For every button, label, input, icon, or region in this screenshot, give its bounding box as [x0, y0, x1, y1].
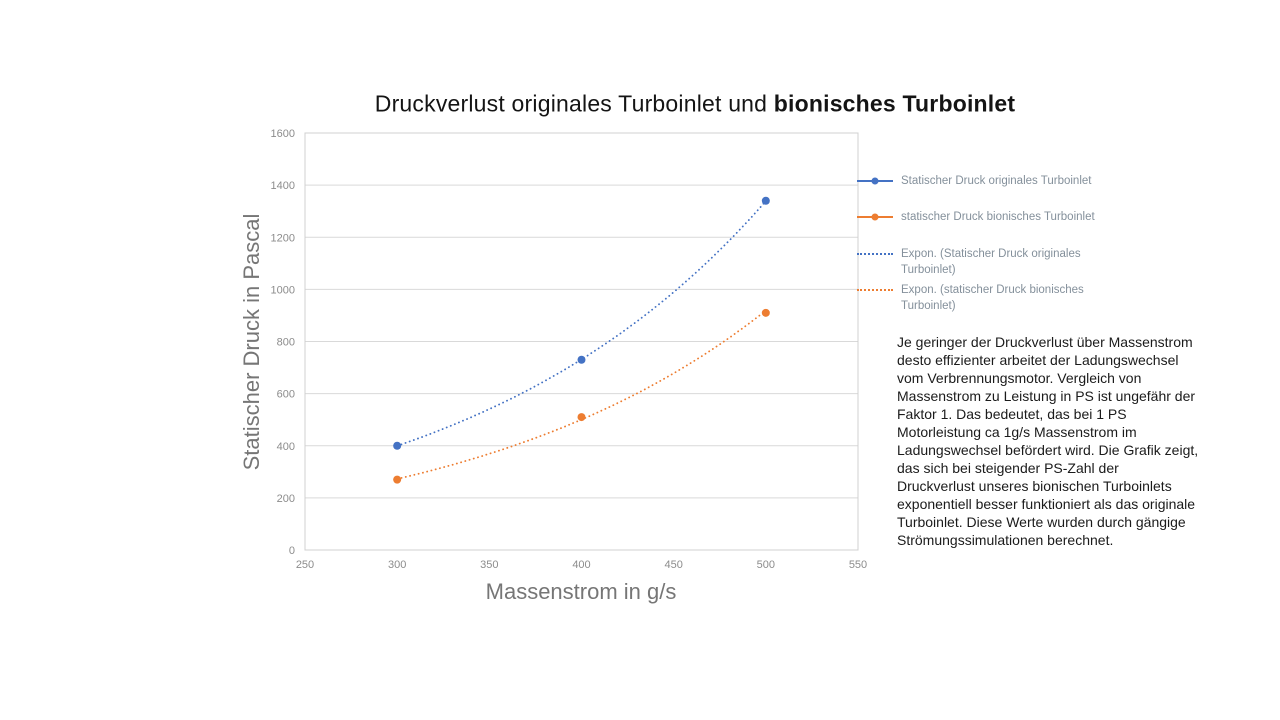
chart-legend: Statischer Druck originales Turboinlet s… [857, 173, 1119, 314]
y-tick-label: 1400 [271, 180, 295, 192]
chart-title: Druckverlust originales Turboinlet und b… [375, 91, 1015, 118]
y-tick-label: 400 [277, 441, 295, 453]
x-tick-label: 300 [388, 559, 406, 571]
legend-line-marker-icon [857, 213, 893, 221]
legend-dotted-line-icon [857, 253, 893, 255]
legend-dotted-line-icon [857, 289, 893, 291]
y-tick-label: 0 [289, 545, 295, 557]
legend-item-bionic-series: statischer Druck bionisches Turboinlet [857, 209, 1119, 225]
data-point-marker [577, 413, 586, 422]
y-tick-label: 1000 [271, 284, 295, 296]
trendline [396, 200, 767, 447]
chart-title-bold: bionisches Turboinlet [773, 90, 1016, 117]
data-point-marker [393, 475, 402, 484]
data-point-marker [761, 196, 770, 205]
legend-label: statischer Druck bionisches Turboinlet [901, 211, 1095, 223]
x-tick-label: 500 [757, 559, 775, 571]
x-tick-label: 350 [480, 559, 498, 571]
x-tick-label: 400 [572, 559, 590, 571]
x-tick-label: 250 [296, 559, 314, 571]
legend-line-marker-icon [857, 177, 893, 185]
legend-item-bionic-trendline: Expon. (statischer Druck bionisches Turb… [857, 282, 1119, 314]
data-point-marker [761, 308, 770, 317]
plot-border [304, 132, 859, 551]
legend-label: Statischer Druck originales Turboinlet [901, 175, 1092, 187]
x-axis-title: Massenstrom in g/s [485, 579, 677, 604]
y-axis-title: Statischer Druck in Pascal [239, 213, 264, 471]
trendline [396, 309, 767, 480]
x-tick-label: 450 [664, 559, 682, 571]
y-tick-label: 1200 [271, 232, 295, 244]
data-point-marker [577, 355, 586, 364]
legend-item-original-series: Statischer Druck originales Turboinlet [857, 173, 1119, 189]
legend-label: Expon. (statischer Druck bionisches Turb… [901, 284, 1084, 312]
x-tick-label: 550 [849, 559, 867, 571]
y-tick-label: 800 [277, 337, 295, 349]
legend-label: Expon. (Statischer Druck originales Turb… [901, 248, 1081, 276]
y-tick-label: 600 [277, 389, 295, 401]
legend-item-original-trendline: Expon. (Statischer Druck originales Turb… [857, 246, 1119, 278]
data-point-marker [393, 441, 402, 450]
y-tick-label: 200 [277, 493, 295, 505]
y-tick-label: 1600 [271, 128, 295, 140]
chart-title-regular: Druckverlust originales Turboinlet und [374, 90, 774, 117]
description-text: Je geringer der Druckverlust über Massen… [897, 334, 1199, 548]
